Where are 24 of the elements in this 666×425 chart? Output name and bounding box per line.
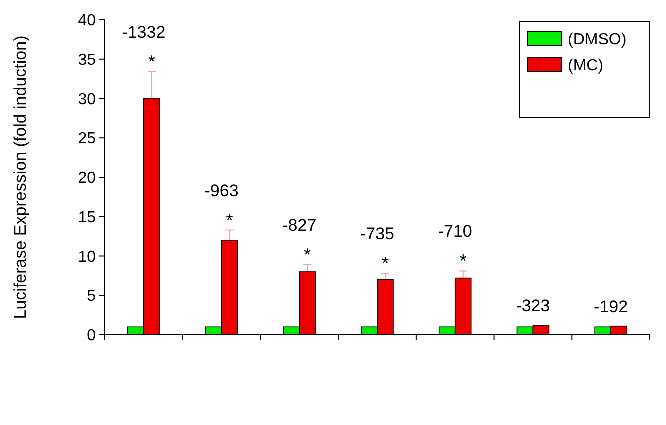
annotation: * — [226, 210, 234, 230]
x-tick-label: -827 — [282, 216, 317, 235]
y-tick-label: 5 — [87, 288, 96, 306]
y-tick-label: 20 — [78, 170, 96, 188]
legend-label: (DMSO) — [568, 32, 627, 49]
y-axis-title: Luciferase Expression (fold induction) — [11, 36, 30, 320]
annotation: * — [460, 251, 467, 272]
x-tick-label: -735 — [360, 224, 395, 244]
y-tick-label: 15 — [78, 209, 96, 226]
annotation: * — [382, 254, 390, 274]
annotation: * — [148, 52, 156, 72]
y-tick-label: 25 — [78, 130, 96, 148]
y-tick-label: 30 — [78, 91, 96, 108]
y-tick-label: 0 — [87, 328, 96, 345]
x-tick-label: -323 — [516, 296, 550, 316]
y-tick-label: 35 — [78, 52, 96, 69]
y-tick-label: 10 — [78, 248, 96, 266]
x-tick-label: -710 — [438, 222, 472, 242]
x-tick-label: -192 — [594, 297, 628, 316]
annotation: * — [304, 244, 312, 265]
y-tick-label: 40 — [78, 12, 96, 30]
legend-label: (MC) — [568, 58, 604, 75]
x-tick-label: -1332 — [122, 22, 166, 42]
x-tick-label: -963 — [204, 181, 239, 200]
